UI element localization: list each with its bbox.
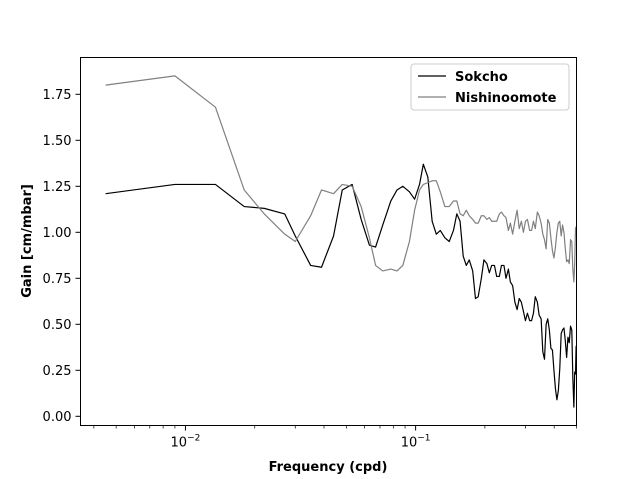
y-tick-label: 0.25 — [43, 364, 72, 379]
legend-label-sokcho: Sokcho — [455, 70, 508, 85]
y-tick-label: 0.50 — [43, 318, 72, 333]
x-axis-ticks: 10−2 10−1 — [93, 425, 577, 451]
legend: Sokcho Nishinoomote — [410, 63, 570, 111]
legend-box — [410, 63, 570, 111]
series-line-sokcho — [105, 163, 577, 408]
y-axis-ticks: 0.00 0.25 0.50 0.75 1.00 1.25 1.50 1.75 — [43, 88, 81, 425]
y-tick-label: 1.00 — [43, 226, 72, 241]
x-axis-title: Frequency (cpd) — [269, 460, 388, 475]
y-tick-label: 0.00 — [43, 410, 72, 425]
y-tick-label: 1.50 — [43, 134, 72, 149]
plot-frame — [80, 57, 577, 426]
y-tick-label: 0.75 — [43, 272, 72, 287]
y-axis-title: Gain [cm/mbar] — [20, 184, 35, 298]
y-tick-label: 1.75 — [43, 88, 72, 103]
legend-label-nishinoomote: Nishinoomote — [455, 91, 557, 106]
series-line-nishinoomote — [105, 75, 577, 283]
x-tick-label: 10−2 — [171, 434, 201, 451]
plot-area — [80, 57, 577, 426]
y-tick-label: 1.25 — [43, 180, 72, 195]
x-tick-label: 10−1 — [401, 434, 431, 451]
series-layer — [105, 75, 577, 408]
